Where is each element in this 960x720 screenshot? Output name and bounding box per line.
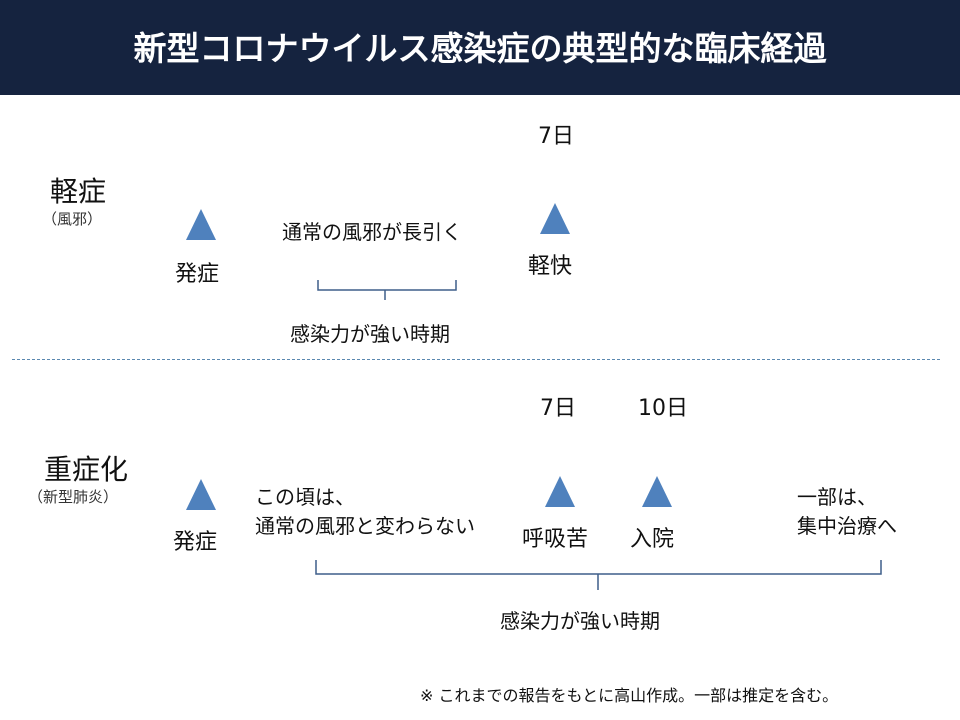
severe-sublabel: （新型肺炎）	[28, 488, 119, 506]
mild-onset-marker-icon	[186, 209, 216, 240]
mild-recovery-marker-icon	[540, 203, 570, 234]
icu-line2: 集中治療へ	[797, 514, 897, 538]
severe-brace-icon	[315, 560, 882, 590]
dyspnea-marker-icon	[545, 476, 575, 507]
icu-line1: 一部は、	[797, 485, 877, 509]
mild-sublabel: （風邪）	[42, 210, 103, 228]
mild-brace-icon	[317, 280, 457, 300]
mild-description: 通常の風邪が長引く	[282, 220, 462, 244]
severe-onset-label: 発症	[173, 530, 218, 555]
mild-infectious-period: 感染力が強い時期	[290, 322, 450, 346]
hospitalization-label: 入院	[630, 527, 675, 552]
severe-description-line2: 通常の風邪と変わらない	[255, 514, 475, 538]
mild-day7-label: 7日	[538, 124, 574, 149]
footnote: ※ これまでの報告をもとに高山作成。一部は推定を含む。	[420, 686, 839, 705]
page-title: 新型コロナウイルス感染症の典型的な臨床経過	[133, 29, 827, 68]
severe-day10-label: 10日	[638, 396, 688, 421]
mild-onset-label: 発症	[175, 262, 220, 287]
severe-day7-label: 7日	[540, 396, 576, 421]
title-bar	[0, 0, 960, 95]
mild-label: 軽症	[50, 175, 107, 208]
severe-infectious-period: 感染力が強い時期	[500, 609, 660, 633]
hospitalization-marker-icon	[642, 476, 672, 507]
severe-label: 重症化	[44, 453, 129, 486]
severe-description-line1: この頃は、	[255, 485, 355, 509]
mild-recovery-label: 軽快	[528, 254, 573, 279]
dyspnea-label: 呼吸苦	[522, 527, 589, 552]
section-divider	[12, 359, 940, 360]
severe-onset-marker-icon	[186, 479, 216, 510]
